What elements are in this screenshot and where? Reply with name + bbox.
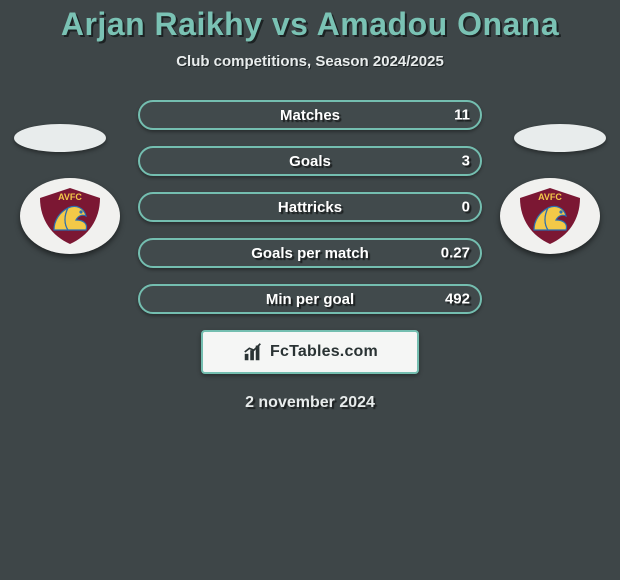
player-placeholder-right [514, 124, 606, 152]
bar-chart-icon [242, 341, 264, 363]
stat-label: Hattricks [278, 199, 342, 216]
avfc-crest-icon: AVFC [514, 186, 586, 246]
stat-right-value: 3 [462, 153, 470, 170]
club-crest-right: AVFC [500, 178, 600, 254]
stat-row: Goals per match 0.27 [138, 238, 482, 268]
stat-label: Goals per match [251, 245, 369, 262]
stat-row: Hattricks 0 [138, 192, 482, 222]
page-title: Arjan Raikhy vs Amadou Onana [0, 0, 620, 43]
stat-row: Min per goal 492 [138, 284, 482, 314]
brand-box[interactable]: FcTables.com [201, 330, 419, 374]
stat-row: Matches 11 [138, 100, 482, 130]
brand-text: FcTables.com [270, 343, 378, 361]
crest-label-right: AVFC [538, 192, 562, 202]
stats-comparison: Matches 11 Goals 3 Hattricks 0 Goals per… [138, 100, 482, 314]
crest-label-left: AVFC [58, 192, 82, 202]
avfc-crest-icon: AVFC [34, 186, 106, 246]
page-subtitle: Club competitions, Season 2024/2025 [0, 53, 620, 70]
club-crest-left: AVFC [20, 178, 120, 254]
stat-label: Min per goal [266, 291, 354, 308]
date-line: 2 november 2024 [0, 394, 620, 412]
stat-right-value: 0 [462, 199, 470, 216]
stat-row: Goals 3 [138, 146, 482, 176]
stat-right-value: 492 [445, 291, 470, 308]
stat-right-value: 0.27 [441, 245, 470, 262]
player-placeholder-left [14, 124, 106, 152]
stat-label: Goals [289, 153, 331, 170]
stat-right-value: 11 [454, 107, 470, 124]
stat-label: Matches [280, 107, 340, 124]
